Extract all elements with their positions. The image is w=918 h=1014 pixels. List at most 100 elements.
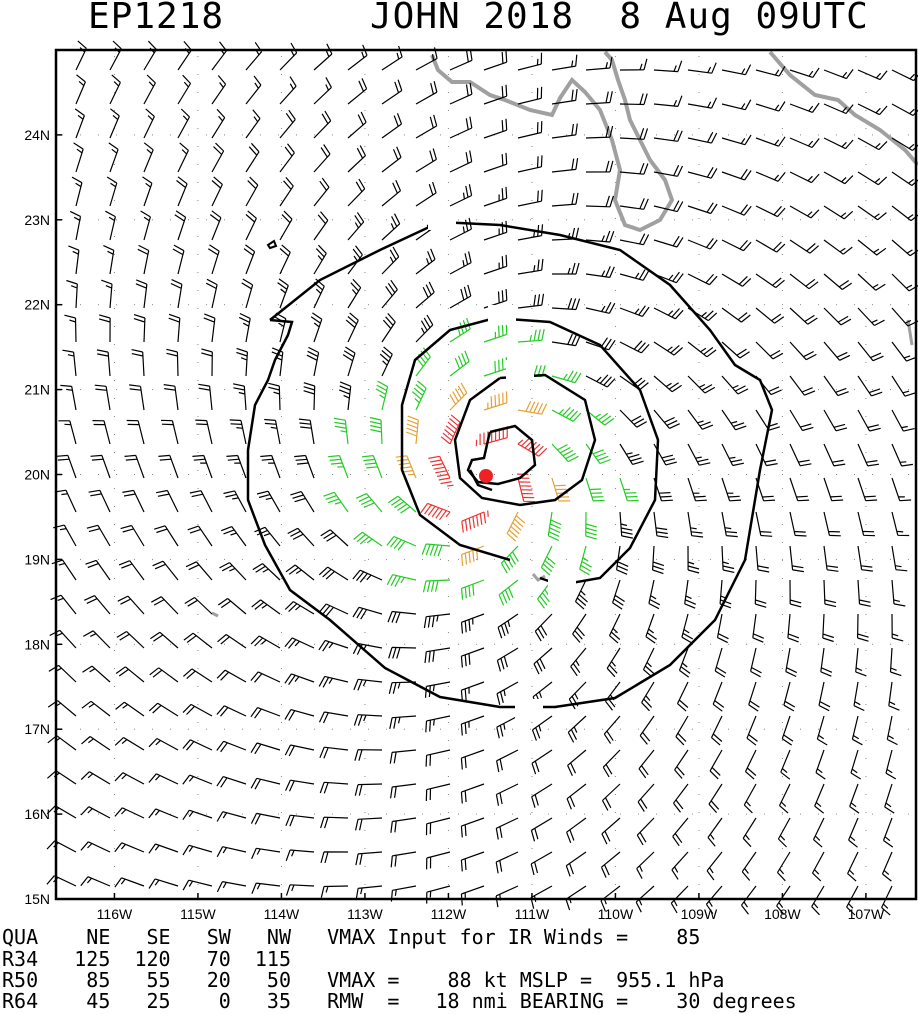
wind-barb [217, 598, 247, 615]
wind-barb [460, 885, 485, 906]
wind-barb [143, 108, 155, 139]
wind-barb [361, 455, 383, 479]
wind-barb [498, 579, 519, 606]
wind-barb [551, 443, 579, 463]
wind-barb [250, 635, 281, 649]
wind-barb [551, 158, 579, 173]
wind-barb [496, 749, 519, 773]
wind-barb [755, 65, 786, 77]
wind-barb [570, 647, 587, 677]
wind-barb [816, 715, 828, 746]
wind-barb [203, 313, 216, 343]
wind-barb [721, 168, 752, 181]
wind-barb [449, 116, 473, 139]
storm-center-marker [479, 469, 493, 483]
wind-barb [211, 108, 226, 139]
wind-barb [687, 97, 718, 109]
wind-barb [601, 817, 621, 845]
wind-barb [551, 298, 581, 311]
wind-barb [789, 545, 804, 573]
wind-barb [115, 701, 145, 717]
wind-barb [517, 189, 543, 207]
wind-barb [483, 323, 508, 343]
wind-barb [216, 881, 247, 893]
wind-barb [857, 443, 880, 467]
wind-barb [678, 647, 691, 678]
wind-barb [789, 239, 819, 254]
wind-barb [517, 224, 544, 241]
wind-barb [891, 307, 918, 327]
wind-barb [891, 69, 918, 82]
wind-barb [675, 715, 689, 746]
wind-barb [619, 340, 650, 354]
wind-barb [284, 673, 315, 685]
wind-barb [552, 262, 580, 275]
wind-barb [857, 511, 876, 537]
wind-barb [389, 715, 417, 730]
footer-r50-row: R50 85 55 20 50 VMAX = 88 kt MSLP = 955.… [2, 968, 725, 992]
wind-barb [823, 307, 852, 326]
wind-barb [585, 302, 616, 314]
wind-barb [636, 817, 655, 846]
wind-barb [748, 681, 760, 712]
wind-barb [789, 273, 819, 290]
wind-barb [236, 347, 248, 377]
wind-barb [846, 885, 859, 916]
wind-barb [245, 41, 263, 71]
contour-64kt [466, 424, 537, 486]
wind-barb [585, 230, 615, 243]
wind-barb [313, 144, 331, 173]
wind-barb [823, 103, 854, 115]
wind-barb [177, 142, 189, 173]
wind-barb [637, 783, 655, 812]
wind-barb [585, 477, 605, 502]
wind-barb [216, 669, 247, 683]
wind-barb [639, 715, 655, 745]
wind-barb [483, 254, 508, 275]
wind-barb [108, 142, 119, 173]
wind-barb [354, 749, 383, 761]
wind-barb [811, 851, 825, 882]
wind-barb [251, 599, 281, 615]
wind-barb [755, 307, 785, 324]
wind-barb [338, 381, 352, 411]
wind-barb [115, 666, 145, 683]
lat-label: 19N [24, 551, 50, 567]
wind-barb [823, 545, 839, 572]
wind-barb [345, 312, 359, 343]
wind-barb [608, 613, 621, 644]
wind-barb [318, 566, 349, 581]
wind-barb [460, 817, 485, 838]
contour-35kt [400, 316, 660, 587]
contour-label-50 [506, 360, 534, 380]
wind-barb [80, 771, 111, 785]
wind-barb [551, 89, 578, 105]
wind-barb [449, 284, 472, 309]
lon-label: 111W [515, 906, 550, 922]
lon-label: 116W [97, 906, 133, 922]
wind-barb [174, 210, 187, 241]
wind-barb [755, 171, 786, 182]
wind-barb [375, 380, 389, 411]
wind-barb [90, 454, 111, 479]
wind-barb [603, 715, 621, 744]
wind-barb [177, 74, 192, 105]
wind-barb [687, 443, 711, 466]
wind-barb [250, 707, 281, 719]
wind-barb [497, 613, 519, 639]
wind-barb [82, 665, 111, 683]
wind-barb [652, 545, 665, 575]
wind-barb [182, 879, 213, 891]
wind-barb [313, 110, 332, 139]
wind-barb [313, 211, 329, 241]
wind-barb [823, 137, 854, 150]
wind-barb [114, 736, 145, 751]
wind-barb [168, 313, 181, 343]
wind-barb [347, 111, 367, 139]
wind-barb [425, 817, 451, 836]
wind-barb [687, 409, 714, 430]
wind-barb [277, 278, 289, 309]
wind-barb [285, 849, 315, 862]
wind-barb [709, 749, 723, 780]
